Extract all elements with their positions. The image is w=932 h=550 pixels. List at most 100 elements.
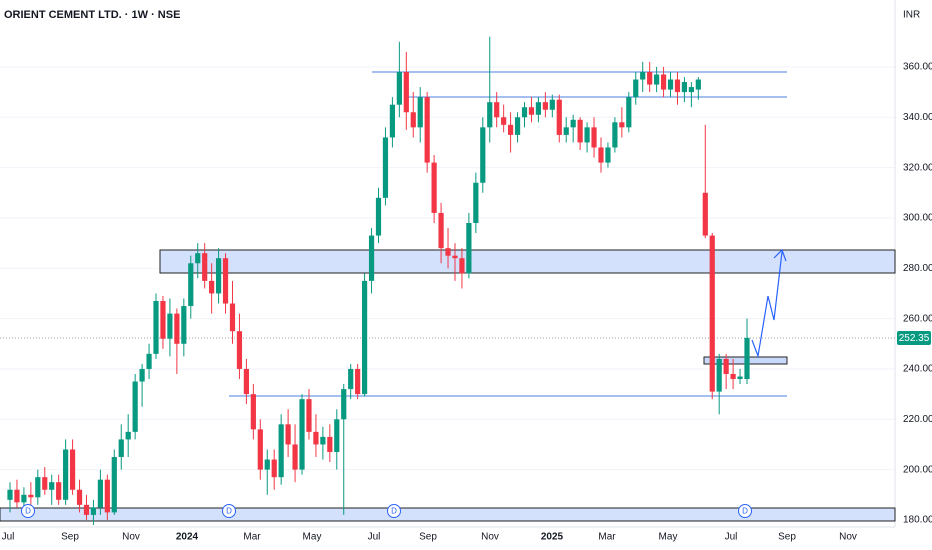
candle-body xyxy=(236,331,243,369)
y-tick-label: 240.00 xyxy=(903,364,932,375)
candle-body xyxy=(222,258,229,304)
x-tick-label: Nov xyxy=(481,532,499,543)
x-tick-label: Nov xyxy=(122,532,140,543)
candle-body xyxy=(709,235,715,392)
candle-body xyxy=(181,306,187,344)
candle-body xyxy=(63,449,69,500)
candle-body xyxy=(591,127,597,148)
candle-body xyxy=(90,507,97,515)
candle-body xyxy=(640,71,646,80)
candle-body xyxy=(410,112,416,128)
candle-body xyxy=(229,303,236,332)
candle-body xyxy=(146,353,152,369)
y-tick-label: 280.00 xyxy=(903,263,932,274)
candles xyxy=(7,36,750,525)
candle-body xyxy=(167,313,173,339)
candle-body xyxy=(473,182,479,223)
candle-body xyxy=(292,444,298,470)
candle-body xyxy=(487,102,493,128)
chart-title: ORIENT CEMENT LTD. · 1W · NSE xyxy=(4,9,180,21)
candle-body xyxy=(654,74,660,85)
candle-body xyxy=(382,137,389,198)
candle-body xyxy=(494,102,500,118)
x-tick-label: 2025 xyxy=(541,532,564,543)
candle-body xyxy=(278,424,284,478)
candle-body xyxy=(42,477,48,490)
candle-body xyxy=(209,280,215,294)
candle-body xyxy=(188,263,194,307)
candle-body xyxy=(737,376,743,380)
candle-body xyxy=(688,87,694,93)
x-tick-label: Jul xyxy=(2,532,15,543)
candle-body xyxy=(577,119,583,143)
y-tick-label: 320.00 xyxy=(903,162,932,173)
candle-body xyxy=(160,300,166,339)
candle-body xyxy=(459,258,465,274)
candle-body xyxy=(14,489,20,503)
candle-body xyxy=(76,489,83,505)
candle-body xyxy=(327,436,333,453)
candle-body xyxy=(501,117,507,125)
candle-body xyxy=(660,74,667,90)
candle-body xyxy=(598,147,604,163)
event-label: D xyxy=(391,507,397,516)
candle-body xyxy=(355,368,361,395)
candle-body xyxy=(466,222,472,274)
candle-body xyxy=(674,79,681,93)
candle-body xyxy=(528,107,535,115)
candle-body xyxy=(21,494,27,503)
candle-body xyxy=(264,459,270,470)
candle-body xyxy=(716,358,722,392)
event-marker xyxy=(21,504,35,518)
candle-body xyxy=(508,124,514,135)
candle-body xyxy=(570,119,576,128)
y-tick-label: 340.00 xyxy=(903,112,932,123)
x-tick-label: Sep xyxy=(778,532,796,543)
candle-body xyxy=(480,127,486,183)
candle-body xyxy=(299,399,305,470)
candle-body xyxy=(695,79,701,90)
candle-body xyxy=(118,439,124,458)
x-tick-label: Jul xyxy=(368,532,381,543)
candle-body xyxy=(104,479,110,513)
x-tick-label: May xyxy=(659,532,678,543)
candle-body xyxy=(535,102,542,115)
x-tick-label: Sep xyxy=(61,532,79,543)
candle-body xyxy=(605,147,611,163)
candle-body xyxy=(195,253,201,264)
candle-body xyxy=(125,431,131,440)
drawings xyxy=(0,71,896,522)
candle-body xyxy=(584,127,590,143)
event-marker xyxy=(738,504,752,518)
candle-body xyxy=(306,399,312,432)
candle-body xyxy=(403,71,409,113)
candle-body xyxy=(215,258,222,294)
candle-body xyxy=(202,253,208,281)
candle-body xyxy=(368,235,375,281)
zone xyxy=(159,249,896,274)
x-tick-label: Jul xyxy=(725,532,738,543)
projection-arrow xyxy=(751,248,787,359)
zone xyxy=(0,507,896,522)
candle-body xyxy=(431,162,437,213)
candle-body xyxy=(389,104,396,138)
y-tick-label: 200.00 xyxy=(903,464,932,475)
last-price-tag xyxy=(897,331,931,345)
candle-body xyxy=(35,477,41,498)
candle-body xyxy=(417,97,423,128)
event-label: D xyxy=(25,507,31,516)
y-tick-label: 300.00 xyxy=(903,213,932,224)
candle-body xyxy=(730,373,736,380)
candle-body xyxy=(681,82,688,93)
candle-body xyxy=(542,102,548,110)
candle-body xyxy=(375,197,382,236)
candle-body xyxy=(341,389,347,420)
candle-body xyxy=(396,71,402,105)
candle-body xyxy=(271,459,277,478)
x-tick-label: May xyxy=(303,532,322,543)
candle-body xyxy=(452,255,458,259)
event-label: D xyxy=(742,507,748,516)
candle-body xyxy=(521,107,528,118)
